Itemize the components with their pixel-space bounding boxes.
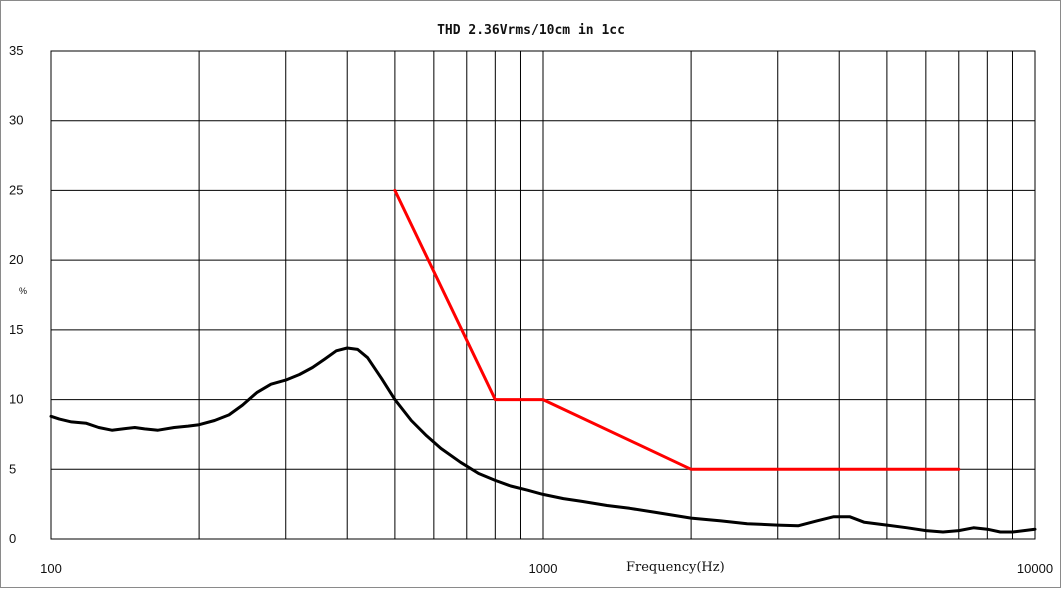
y-tick-label: 20 (9, 252, 23, 267)
y-axis-label: % (19, 286, 27, 296)
thd-measured-line (49, 346, 1037, 534)
x-tick-label: 10000 (1017, 561, 1053, 576)
plot-area (49, 50, 1037, 540)
series-group (49, 188, 1037, 534)
x-tick-label: 1000 (529, 561, 558, 576)
y-tick-label: 25 (9, 182, 23, 197)
x-axis-label: Frequency(Hz) (626, 560, 725, 575)
y-tick-label: 30 (9, 113, 23, 128)
x-tick-label: 100 (40, 561, 62, 576)
y-tick-label: 35 (9, 43, 23, 58)
y-tick-label: 15 (9, 322, 23, 337)
chart-title: THD 2.36Vrms/10cm in 1cc (437, 23, 625, 38)
x-axis-ticks: 100 1000 10000 (40, 561, 1053, 576)
y-tick-label: 5 (9, 461, 16, 476)
y-axis-ticks: 0 5 10 15 20 25 30 35 (9, 43, 23, 546)
y-tick-label: 0 (9, 531, 16, 546)
thd-limit-line (393, 188, 961, 471)
y-tick-label: 10 (9, 392, 23, 407)
